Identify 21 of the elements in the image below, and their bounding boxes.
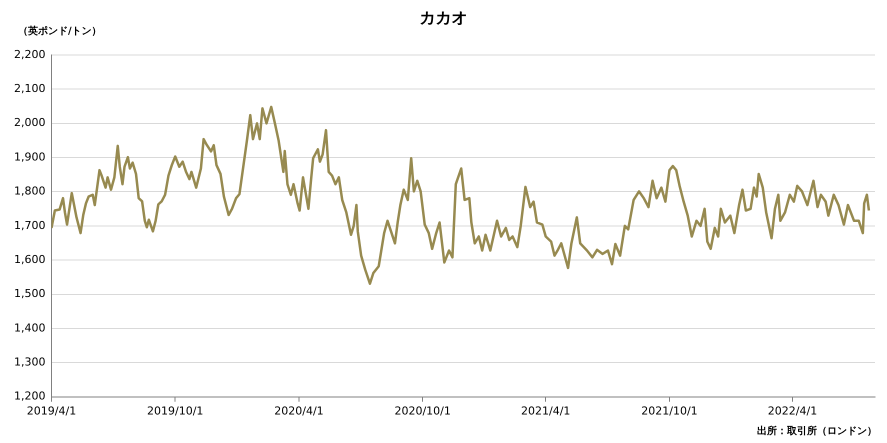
y-tick-label: 1,800 bbox=[14, 184, 46, 198]
x-tick-label: 2021/10/1 bbox=[641, 404, 698, 418]
y-tick-label: 1,400 bbox=[14, 321, 46, 334]
text: 出所：取引所（ロンドン） bbox=[757, 424, 877, 438]
y-tick-label: 1,300 bbox=[14, 355, 46, 368]
x-tick-label: 2020/4/1 bbox=[274, 404, 324, 418]
chart-title: カカオ bbox=[420, 8, 468, 27]
y-tick-label: 1,900 bbox=[14, 150, 46, 164]
x-tick-label: 2021/4/1 bbox=[521, 404, 570, 418]
y-axis-title: （英ポンド/トン） bbox=[18, 24, 102, 38]
x-tick-label: 2019/4/1 bbox=[26, 404, 76, 418]
x-tick-label: 2020/10/1 bbox=[394, 404, 451, 418]
y-tick-label: 2,000 bbox=[14, 116, 46, 130]
y-tick-label: 2,100 bbox=[14, 82, 46, 96]
x-tick-label: 2019/10/1 bbox=[147, 404, 204, 418]
y-tick-label: 1,600 bbox=[14, 252, 46, 266]
y-tick-label: 1,500 bbox=[14, 287, 46, 300]
x-tick-label: 2022/4/1 bbox=[768, 404, 818, 418]
y-tick-label: 1,200 bbox=[14, 390, 46, 403]
y-tick-label: 2,200 bbox=[14, 48, 46, 61]
y-tick-label: 1,700 bbox=[14, 218, 46, 232]
